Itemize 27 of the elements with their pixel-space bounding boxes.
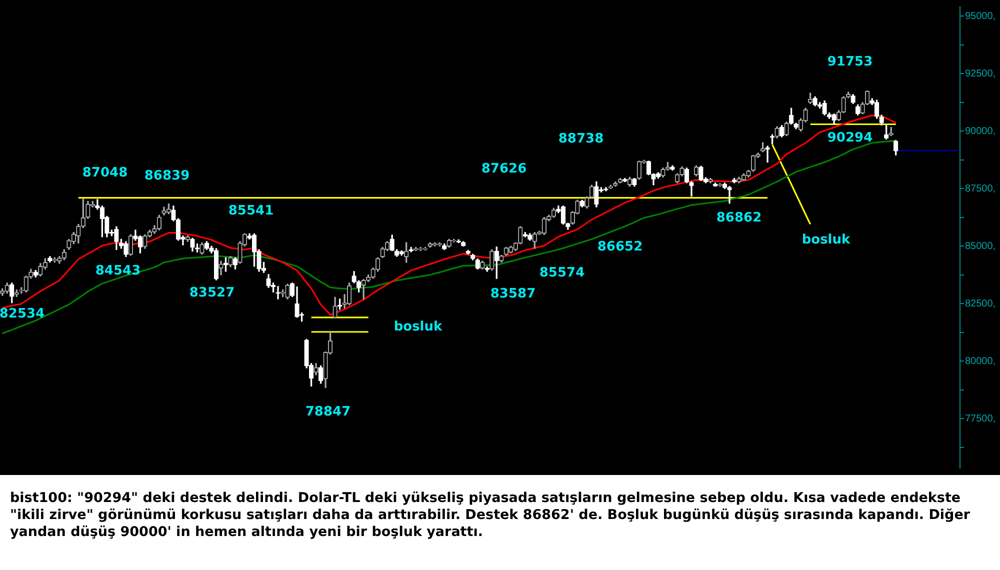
- annotation: 86839: [144, 168, 190, 184]
- annotation: bosluk: [394, 319, 443, 334]
- y-tick-label: 85000,: [965, 240, 996, 252]
- annotation: 82534: [0, 306, 45, 322]
- annotation: 85541: [228, 203, 274, 218]
- annotation: bosluk: [802, 232, 851, 248]
- annotation: 88738: [558, 131, 604, 146]
- annotation: 90294: [827, 130, 873, 146]
- y-tick-label: 90000,: [965, 126, 996, 137]
- annotation: 87048: [82, 165, 128, 180]
- annotation: 85574: [539, 265, 585, 280]
- y-tick-label: 80000,: [965, 356, 996, 367]
- annotation: 83527: [189, 285, 235, 300]
- annotation: 91753: [827, 54, 873, 70]
- y-tick-label: 82500,: [965, 298, 996, 310]
- y-tick-label: 95000,: [965, 10, 996, 22]
- y-tick-label: 92500,: [965, 68, 996, 80]
- annotation: 86652: [597, 239, 643, 254]
- y-tick-label: 87500,: [965, 183, 996, 194]
- candlestick: [765, 146, 770, 163]
- y-tick-label: 77500,: [965, 413, 996, 424]
- annotation: 87626: [481, 161, 527, 176]
- annotation: 78847: [305, 404, 351, 420]
- annotation: 86862: [716, 210, 762, 226]
- annotation: 84543: [95, 263, 141, 278]
- text: bist100: "90294" deki destek delindi. Dolar-TL deki yükseliş piyasada satışların gelmesine sebep oldu. Kısa vadede endekste "ikili zirve" görünümü korkusu satışları daha da arttırabilir. Destek 86862' de. Boşluk bugünkü düşüş sırasında kapandı. Diğer yandan düşüş 90000' in hemen altında yeni bir boşluk yarattı.: [10, 490, 972, 541]
- annotation: 83587: [490, 286, 536, 302]
